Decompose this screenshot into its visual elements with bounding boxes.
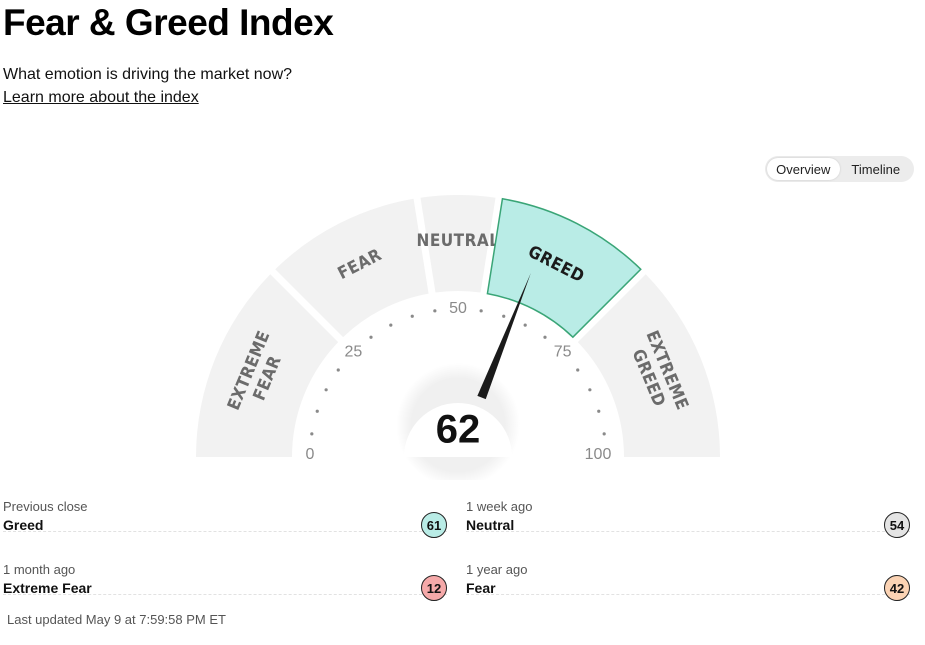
tick-dot xyxy=(324,388,328,392)
tick-label-100: 100 xyxy=(585,446,612,463)
tick-dot xyxy=(588,388,592,392)
history-label: 1 week ago xyxy=(466,499,533,514)
tick-dot xyxy=(602,432,606,436)
tick-dot xyxy=(597,409,601,413)
tick-dot xyxy=(502,314,506,318)
history-rating: Fear xyxy=(466,580,496,596)
tick-dot xyxy=(479,309,483,313)
history-1-week-ago: 1 week ago Neutral 54 xyxy=(466,499,910,545)
gauge-hub xyxy=(404,403,512,457)
tick-label-25: 25 xyxy=(344,344,362,361)
tick-dot xyxy=(410,314,414,318)
gauge-segment-fear xyxy=(275,198,429,338)
page-subtitle: What emotion is driving the market now? xyxy=(3,66,293,83)
tick-dot xyxy=(433,309,437,313)
history-label: 1 month ago xyxy=(3,562,76,577)
tick-dot xyxy=(543,335,547,339)
gauge-segment-extreme-greed xyxy=(577,274,720,457)
learn-more-link[interactable]: Learn more about the index xyxy=(3,89,199,106)
divider xyxy=(3,594,447,595)
gauge-needle xyxy=(477,272,531,400)
score-badge: 61 xyxy=(421,512,447,538)
tick-label-50: 50 xyxy=(449,300,467,317)
divider xyxy=(466,594,910,595)
tick-label-75: 75 xyxy=(554,344,572,361)
history-rating: Neutral xyxy=(466,517,515,533)
tick-dot xyxy=(336,368,340,372)
gauge-segment-greed xyxy=(486,197,642,339)
divider xyxy=(466,531,910,532)
tick-dot xyxy=(310,432,314,436)
tick-dot xyxy=(315,409,319,413)
last-updated: Last updated May 9 at 7:59:58 PM ET xyxy=(7,612,226,627)
history-rating: Greed xyxy=(3,517,44,533)
tick-dot xyxy=(369,335,373,339)
gauge-segment-label: NEUTRAL xyxy=(417,231,500,251)
score-badge: 42 xyxy=(884,575,910,601)
tab-overview[interactable]: Overview xyxy=(767,158,840,180)
view-toggle: Overview Timeline xyxy=(765,156,914,182)
score-badge: 54 xyxy=(884,512,910,538)
history-1-month-ago: 1 month ago Extreme Fear 12 xyxy=(3,562,447,608)
history-label: Previous close xyxy=(3,499,88,514)
gauge-segment-neutral xyxy=(420,195,496,293)
tick-dot xyxy=(389,323,393,327)
tab-timeline[interactable]: Timeline xyxy=(851,161,901,177)
score-badge: 12 xyxy=(421,575,447,601)
page-title: Fear & Greed Index xyxy=(3,2,334,43)
tick-dot xyxy=(576,368,580,372)
history-1-year-ago: 1 year ago Fear 42 xyxy=(466,562,910,608)
gauge-score-value: 62 xyxy=(436,408,481,452)
fear-greed-gauge: EXTREMEFEARFEARNEUTRALGREEDEXTREMEGREED0… xyxy=(196,195,720,480)
divider xyxy=(3,531,447,532)
history-previous-close: Previous close Greed 61 xyxy=(3,499,447,545)
history-rating: Extreme Fear xyxy=(3,580,92,596)
gauge-segment-extreme-fear xyxy=(196,274,339,457)
history-label: 1 year ago xyxy=(466,562,528,577)
tick-label-0: 0 xyxy=(306,446,315,463)
tick-dot xyxy=(523,323,527,327)
